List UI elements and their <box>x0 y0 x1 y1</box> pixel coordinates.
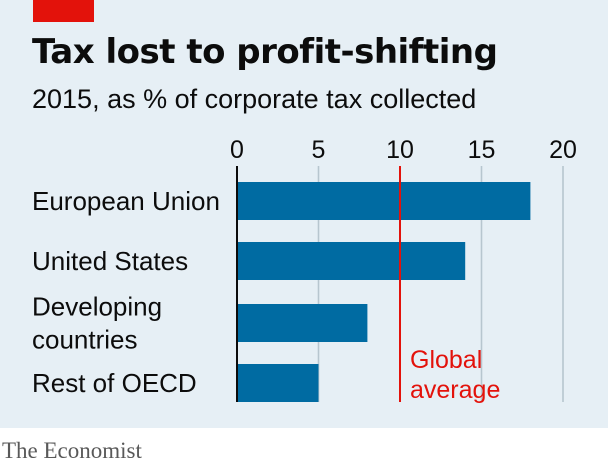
category-label-0-0: European Union <box>32 186 220 216</box>
x-tick-label-15: 15 <box>468 136 496 164</box>
x-tick-label-10: 10 <box>386 136 414 164</box>
brand-tag <box>33 0 94 22</box>
bar-0 <box>237 182 531 220</box>
chart-title: Tax lost to profit-shifting <box>32 32 498 72</box>
x-tick-labels: 0 5 10 15 20 <box>230 136 577 164</box>
category-label-2-1: countries <box>32 325 138 355</box>
chart-subtitle: 2015, as % of corporate tax collected <box>32 84 477 114</box>
source-credit: The Economist <box>2 438 142 463</box>
category-label-3-0: Rest of OECD <box>32 368 197 398</box>
x-tick-label-5: 5 <box>312 136 326 164</box>
x-tick-label-0: 0 <box>230 136 244 164</box>
global-average-label-line-0: Global <box>410 346 482 374</box>
category-label-2-0: Developing <box>32 292 162 322</box>
global-average-label-line-1: average <box>410 376 500 404</box>
bar-3 <box>237 364 319 402</box>
x-tick-label-20: 20 <box>549 136 577 164</box>
category-labels: European Union United States Developingcou… <box>32 186 220 398</box>
bars <box>237 182 531 402</box>
category-label-1-0: United States <box>32 246 188 276</box>
bar-1 <box>237 242 466 280</box>
bar-2 <box>237 304 368 342</box>
